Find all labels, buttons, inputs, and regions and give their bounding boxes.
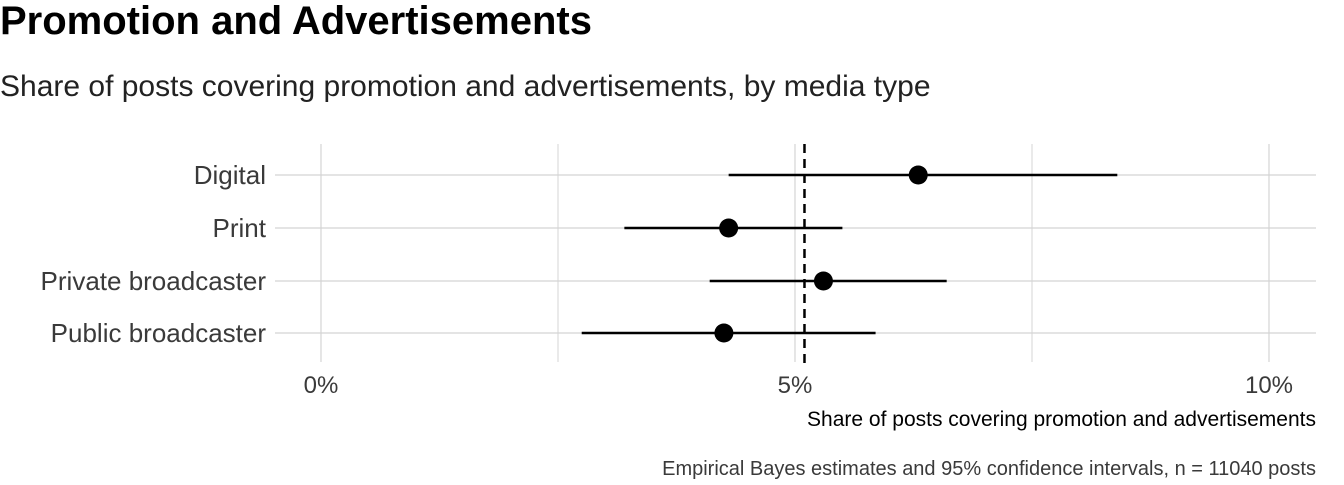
category-label: Digital — [194, 160, 266, 190]
x-tick-label: 10% — [1245, 372, 1293, 399]
chart-subtitle: Share of posts covering promotion and ad… — [0, 70, 931, 103]
estimate-point — [719, 218, 739, 238]
category-label: Print — [213, 213, 267, 243]
chart-title: Promotion and Advertisements — [0, 0, 592, 43]
category-label: Private broadcaster — [41, 266, 267, 296]
chart-caption: Empirical Bayes estimates and 95% confid… — [662, 458, 1316, 480]
category-label: Public broadcaster — [51, 318, 267, 348]
estimate-point — [908, 165, 928, 185]
grid-layer — [275, 144, 1316, 362]
estimate-point — [714, 323, 734, 343]
x-tick-label: 5% — [778, 372, 813, 399]
x-axis-title: Share of posts covering promotion and ad… — [807, 408, 1316, 431]
label-layer: Digital Print Private broadcaster Public br… — [41, 160, 1293, 399]
x-tick-label: 0% — [304, 372, 339, 399]
mark-layer — [581, 165, 1118, 343]
estimate-point — [813, 271, 833, 291]
